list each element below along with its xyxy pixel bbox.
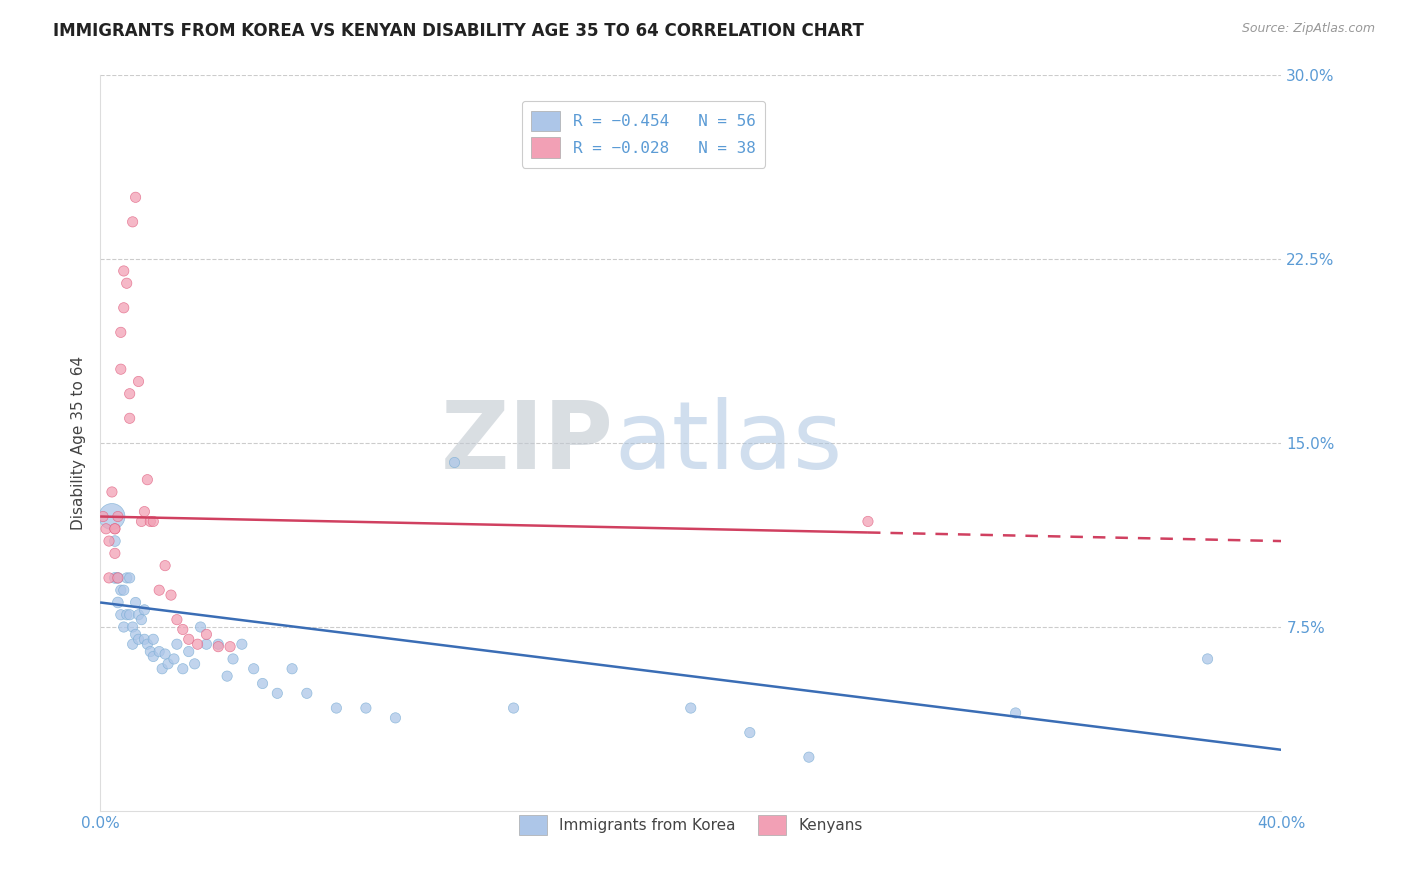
Point — [136, 637, 159, 651]
Point — [172, 623, 194, 637]
Point — [128, 632, 150, 647]
Point — [502, 701, 524, 715]
Point — [115, 571, 138, 585]
Point — [91, 509, 114, 524]
Y-axis label: Disability Age 35 to 64: Disability Age 35 to 64 — [72, 356, 86, 530]
Point — [101, 485, 124, 500]
Point — [115, 607, 138, 622]
Point — [190, 620, 212, 634]
Point — [281, 662, 304, 676]
Point — [124, 190, 146, 204]
Point — [139, 515, 162, 529]
Point — [148, 583, 170, 598]
Point — [252, 676, 274, 690]
Point — [148, 644, 170, 658]
Point — [207, 637, 229, 651]
Point — [134, 603, 156, 617]
Point — [104, 522, 127, 536]
Point — [128, 375, 150, 389]
Point — [104, 534, 127, 549]
Point — [94, 522, 117, 536]
Point — [115, 277, 138, 291]
Point — [150, 662, 173, 676]
Point — [157, 657, 180, 671]
Point — [195, 637, 218, 651]
Point — [139, 644, 162, 658]
Point — [142, 515, 165, 529]
Point — [98, 571, 121, 585]
Point — [104, 522, 127, 536]
Point — [183, 657, 205, 671]
Point — [107, 595, 129, 609]
Point — [153, 647, 176, 661]
Point — [112, 264, 135, 278]
Point — [142, 649, 165, 664]
Point — [104, 546, 127, 560]
Text: IMMIGRANTS FROM KOREA VS KENYAN DISABILITY AGE 35 TO 64 CORRELATION CHART: IMMIGRANTS FROM KOREA VS KENYAN DISABILI… — [53, 22, 865, 40]
Point — [110, 583, 132, 598]
Point — [118, 411, 141, 425]
Point — [354, 701, 377, 715]
Point — [124, 595, 146, 609]
Point — [163, 652, 186, 666]
Text: Source: ZipAtlas.com: Source: ZipAtlas.com — [1241, 22, 1375, 36]
Point — [797, 750, 820, 764]
Point — [118, 386, 141, 401]
Point — [856, 515, 879, 529]
Point — [177, 644, 200, 658]
Point — [121, 637, 143, 651]
Point — [242, 662, 264, 676]
Point — [131, 613, 153, 627]
Point — [98, 534, 121, 549]
Point — [110, 326, 132, 340]
Point — [222, 652, 245, 666]
Point — [295, 686, 318, 700]
Point — [110, 607, 132, 622]
Point — [121, 620, 143, 634]
Point — [112, 620, 135, 634]
Point — [195, 627, 218, 641]
Point — [1197, 652, 1219, 666]
Point — [124, 627, 146, 641]
Point — [112, 583, 135, 598]
Point — [738, 725, 761, 739]
Point — [107, 571, 129, 585]
Point — [679, 701, 702, 715]
Point — [172, 662, 194, 676]
Point — [384, 711, 406, 725]
Point — [153, 558, 176, 573]
Point — [107, 509, 129, 524]
Point — [325, 701, 347, 715]
Legend: Immigrants from Korea, Kenyans: Immigrants from Korea, Kenyans — [510, 806, 872, 844]
Point — [104, 571, 127, 585]
Text: ZIP: ZIP — [441, 397, 614, 489]
Point — [142, 632, 165, 647]
Point — [118, 571, 141, 585]
Point — [207, 640, 229, 654]
Point — [110, 362, 132, 376]
Point — [128, 607, 150, 622]
Point — [134, 632, 156, 647]
Point — [166, 613, 188, 627]
Point — [1004, 706, 1026, 720]
Point — [134, 505, 156, 519]
Point — [121, 215, 143, 229]
Point — [177, 632, 200, 647]
Point — [187, 637, 209, 651]
Point — [107, 571, 129, 585]
Point — [266, 686, 288, 700]
Point — [136, 473, 159, 487]
Point — [219, 640, 242, 654]
Point — [131, 515, 153, 529]
Point — [443, 455, 465, 469]
Point — [112, 301, 135, 315]
Point — [101, 509, 124, 524]
Point — [160, 588, 183, 602]
Point — [166, 637, 188, 651]
Point — [217, 669, 239, 683]
Text: atlas: atlas — [614, 397, 842, 489]
Point — [231, 637, 253, 651]
Point — [118, 607, 141, 622]
